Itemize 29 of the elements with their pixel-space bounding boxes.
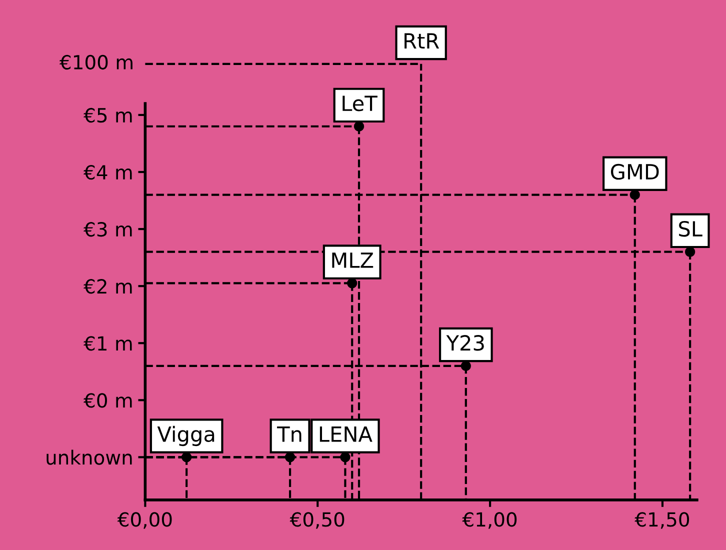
text: RtR [404, 33, 440, 48]
x-tick-label: €1,50 [634, 512, 690, 529]
data-label: Tn [277, 426, 302, 442]
data-label: LENA [320, 426, 372, 442]
data-label: Vigga [157, 426, 214, 446]
data-label: GMD [610, 164, 659, 180]
data-label: LeT [342, 96, 378, 112]
point [460, 360, 471, 372]
point [340, 452, 350, 462]
point [630, 190, 640, 200]
x-tick-label: €0,50 [290, 512, 344, 529]
point [684, 246, 696, 257]
y-tick-label: €4 m [84, 164, 132, 180]
y-tick-label: €3 m [84, 222, 132, 237]
data-label: Y23 [446, 335, 484, 351]
y-tick-label: €1 m [84, 336, 132, 351]
y-tick-label: €5 m [84, 108, 132, 123]
y-tick-label: €2 m [84, 279, 132, 294]
y-tick-label: €0 m [84, 393, 132, 408]
x-tick-label: €1,00 [462, 512, 517, 529]
point [284, 452, 296, 462]
data-label: SL [679, 220, 702, 237]
point [354, 121, 364, 132]
y-tick-label: unknown [46, 450, 132, 465]
point [181, 452, 192, 462]
x-tick-label: €0,00 [117, 512, 172, 529]
data-label: MLZ [332, 252, 374, 268]
point [347, 278, 358, 288]
text: €100 m [59, 54, 132, 70]
